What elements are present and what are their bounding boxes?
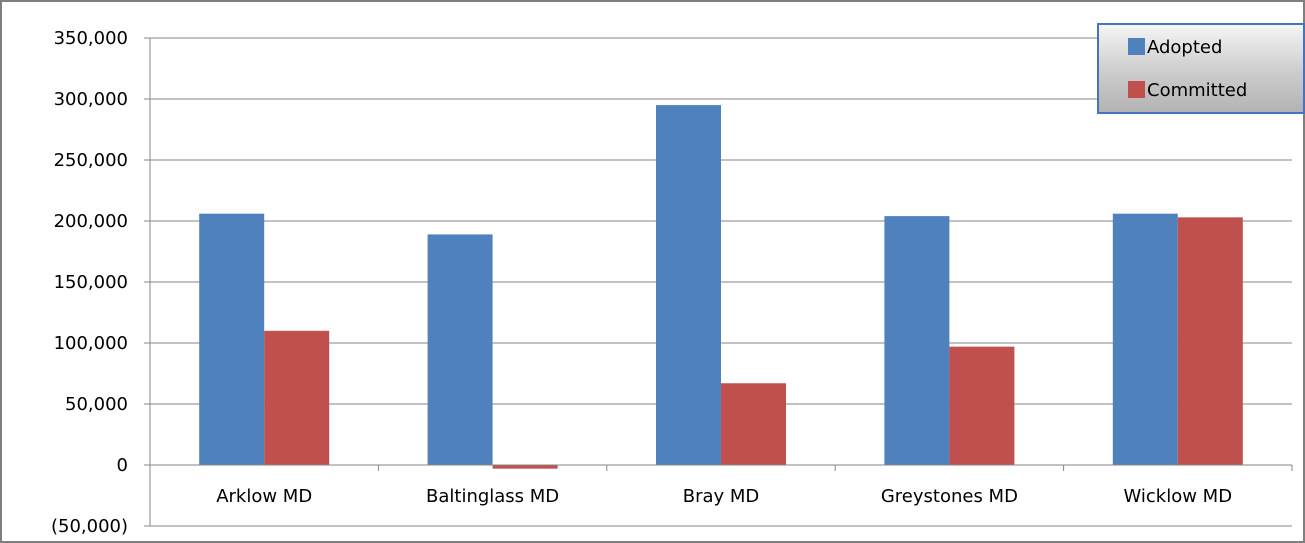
legend: Adopted Committed	[1098, 24, 1304, 113]
y-tick-label: 350,000	[54, 28, 128, 49]
legend-swatch-adopted	[1128, 38, 1145, 55]
bar-committed-2	[721, 383, 786, 465]
legend-label-committed: Committed	[1147, 80, 1247, 101]
y-tick-label: (50,000)	[51, 516, 128, 537]
x-category-label: Arklow MD	[216, 486, 312, 507]
x-category-label: Greystones MD	[881, 486, 1018, 507]
y-tick-label: 50,000	[65, 394, 128, 415]
y-tick-label: 300,000	[54, 89, 128, 110]
y-tick-label: 150,000	[54, 272, 128, 293]
bar-adopted-1	[428, 234, 493, 465]
x-category-label: Bray MD	[683, 486, 760, 507]
bar-adopted-4	[1113, 214, 1178, 465]
bar-adopted-3	[884, 216, 949, 465]
legend-swatch-committed	[1128, 81, 1145, 98]
bar-committed-4	[1178, 217, 1243, 465]
bar-adopted-2	[656, 105, 721, 465]
x-category-label: Wicklow MD	[1124, 486, 1233, 507]
legend-label-adopted: Adopted	[1147, 37, 1222, 58]
bar-committed-1	[493, 465, 558, 469]
y-tick-label: 100,000	[54, 333, 128, 354]
bar-committed-0	[264, 331, 329, 465]
y-tick-label: 250,000	[54, 150, 128, 171]
bar-adopted-0	[199, 214, 264, 465]
y-tick-label: 0	[117, 455, 128, 476]
y-tick-label: 200,000	[54, 211, 128, 232]
bar-committed-3	[949, 347, 1014, 465]
x-category-label: Baltinglass MD	[426, 486, 559, 507]
